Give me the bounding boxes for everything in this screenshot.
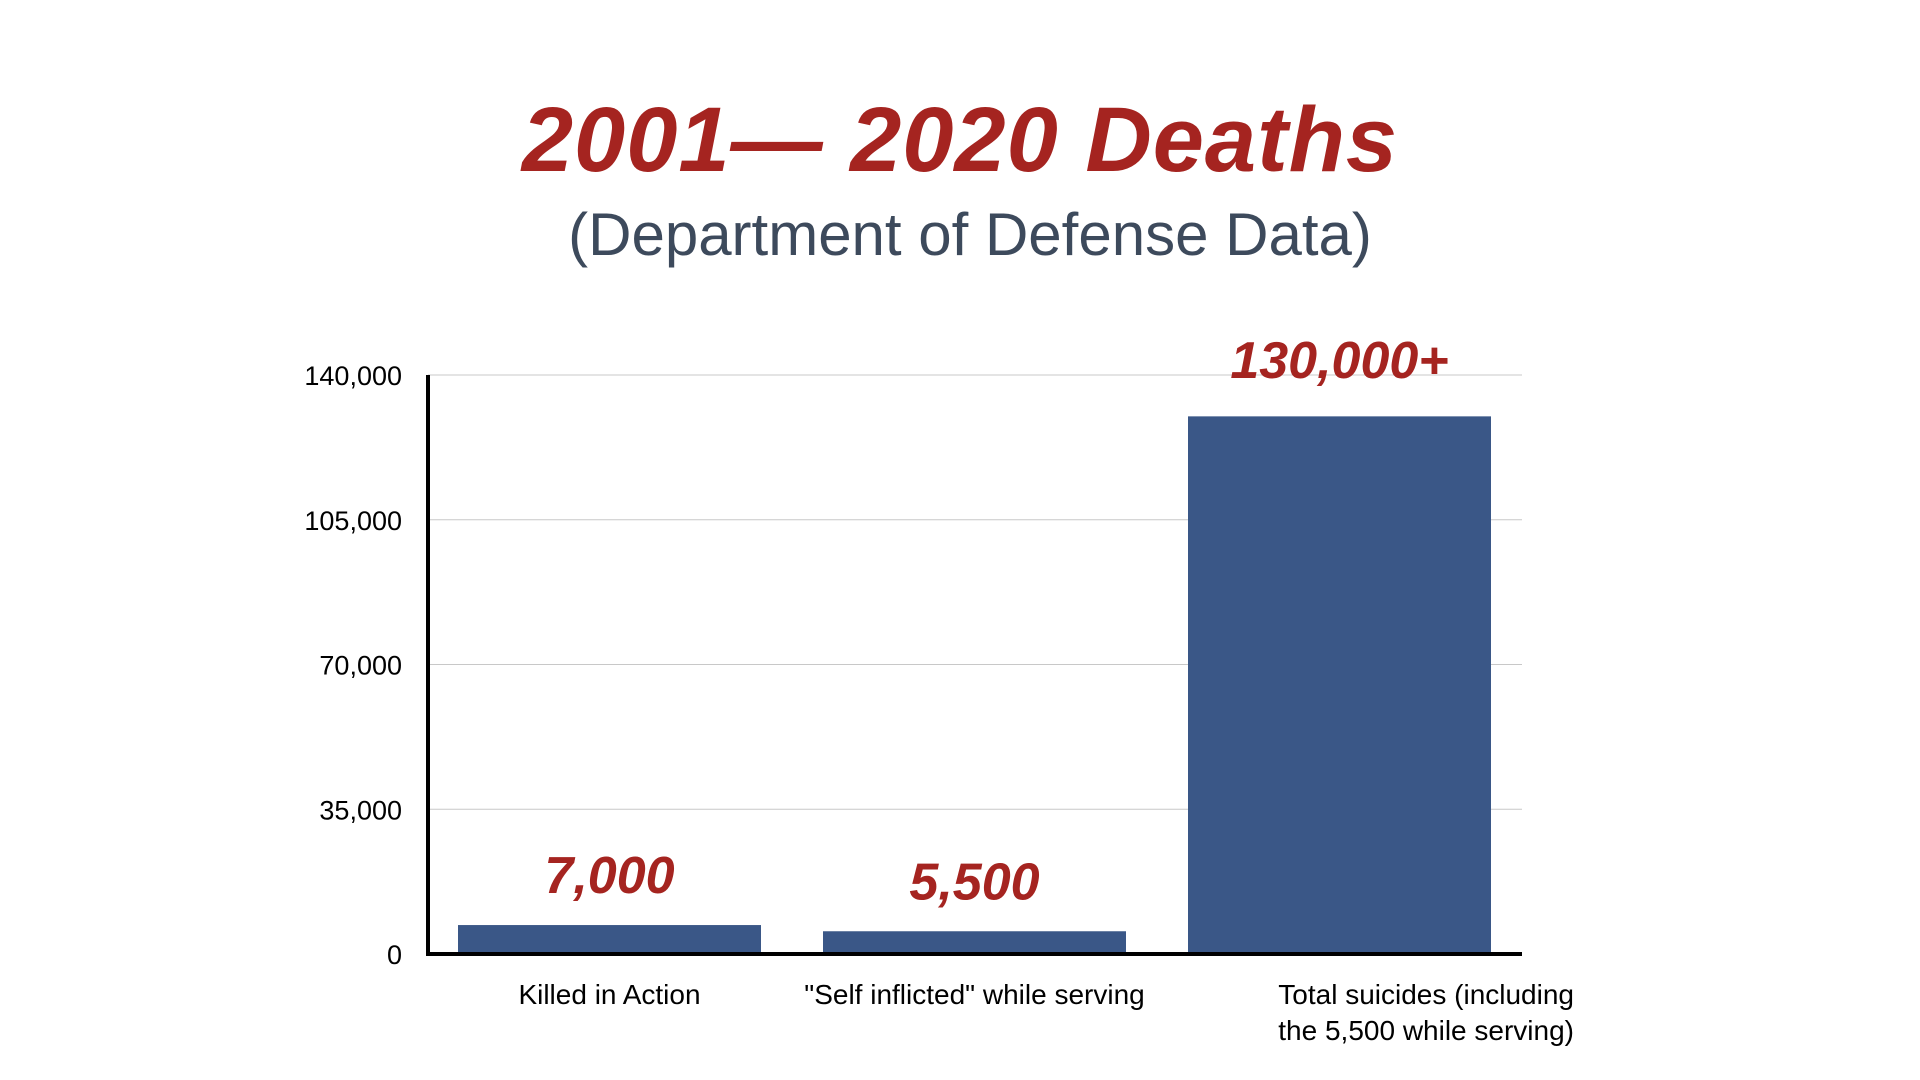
bar [1188,416,1491,954]
bar [458,925,761,954]
y-tick-label: 70,000 [319,651,402,681]
chart-title: 2001— 2020 Deaths [521,89,1399,191]
x-tick-label: Killed in Action [518,979,700,1010]
bar [823,931,1126,954]
x-tick-label: "Self inflicted" while serving [804,979,1144,1010]
x-tick-label: Total suicides (including [1278,979,1574,1010]
x-tick-label: the 5,500 while serving) [1278,1015,1574,1046]
y-tick-label: 105,000 [304,506,402,536]
data-label: 5,500 [909,853,1039,911]
y-tick-label: 0 [387,940,402,970]
y-tick-label: 140,000 [304,361,402,391]
data-label: 130,000+ [1230,332,1448,390]
y-tick-label: 35,000 [319,795,402,825]
data-label: 7,000 [544,847,674,905]
chart-subtitle: (Department of Defense Data) [568,201,1372,268]
